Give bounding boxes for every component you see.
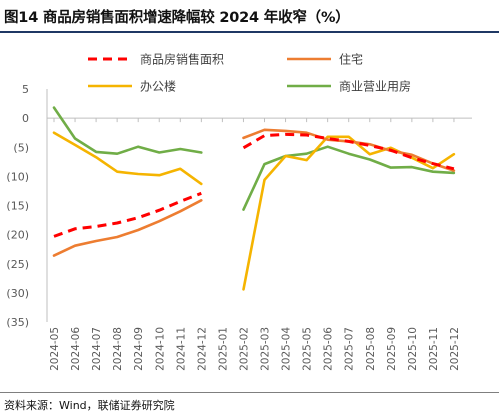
x-tick-label: 2025-05 <box>302 327 314 371</box>
y-tick-label: (30) <box>6 287 29 300</box>
y-tick-label: (10) <box>6 170 29 183</box>
x-tick-label: 2024-12 <box>196 327 208 371</box>
x-tick-label: 2025-06 <box>323 327 335 371</box>
x-tick-label: 2025-07 <box>344 327 356 371</box>
y-tick-label: (20) <box>6 229 29 242</box>
x-tick-label: 2025-09 <box>386 327 398 371</box>
x-tick-label: 2024-08 <box>112 327 124 371</box>
x-tick-label: 2025-11 <box>428 327 440 371</box>
y-tick-label: (5) <box>13 141 29 154</box>
y-tick-label: (35) <box>6 316 29 329</box>
x-tick-label: 2025-10 <box>407 327 419 371</box>
title-rule <box>0 31 499 33</box>
y-tick-label: (25) <box>6 258 29 271</box>
x-tick-label: 2025-02 <box>238 327 250 371</box>
x-tick-label: 2025-12 <box>449 327 461 371</box>
x-tick-label: 2024-09 <box>133 327 145 371</box>
series-line-1 <box>53 132 455 238</box>
x-tick-label: 2024-10 <box>154 327 166 371</box>
y-tick-label: 5 <box>22 83 29 96</box>
y-tick-label: 0 <box>22 112 29 125</box>
figure-title: 图14 商品房销售面积增速降幅较 2024 年收窄（%） <box>4 10 350 26</box>
series-line-3 <box>52 131 456 291</box>
legend-label: 住宅 <box>339 52 363 67</box>
x-tick-label: 2025-03 <box>260 327 272 371</box>
source-rule <box>0 392 499 393</box>
source-note: 资料来源：Wind，联储证券研究院 <box>4 399 175 412</box>
legend-label: 商业营业用房 <box>339 79 411 94</box>
legend-label: 商品房销售面积 <box>140 52 224 67</box>
x-tick-label: 2025-08 <box>365 327 377 371</box>
x-tick-label: 2025-04 <box>281 327 293 371</box>
x-tick-label: 2024-11 <box>175 327 187 371</box>
legend-label: 办公楼 <box>140 79 176 94</box>
x-tick-label: 2024-07 <box>91 327 103 371</box>
x-tick-label: 2025-01 <box>217 327 229 371</box>
y-tick-label: (15) <box>6 200 29 213</box>
x-tick-label: 2024-06 <box>70 327 82 371</box>
chart-series <box>52 106 456 291</box>
chart-axes: 5 0 (5) (10) (15) (20) (25) (30) (35) 2024-05 2024… <box>6 83 472 371</box>
x-tick-label: 2024-05 <box>49 327 61 371</box>
series-line-4 <box>52 106 456 211</box>
